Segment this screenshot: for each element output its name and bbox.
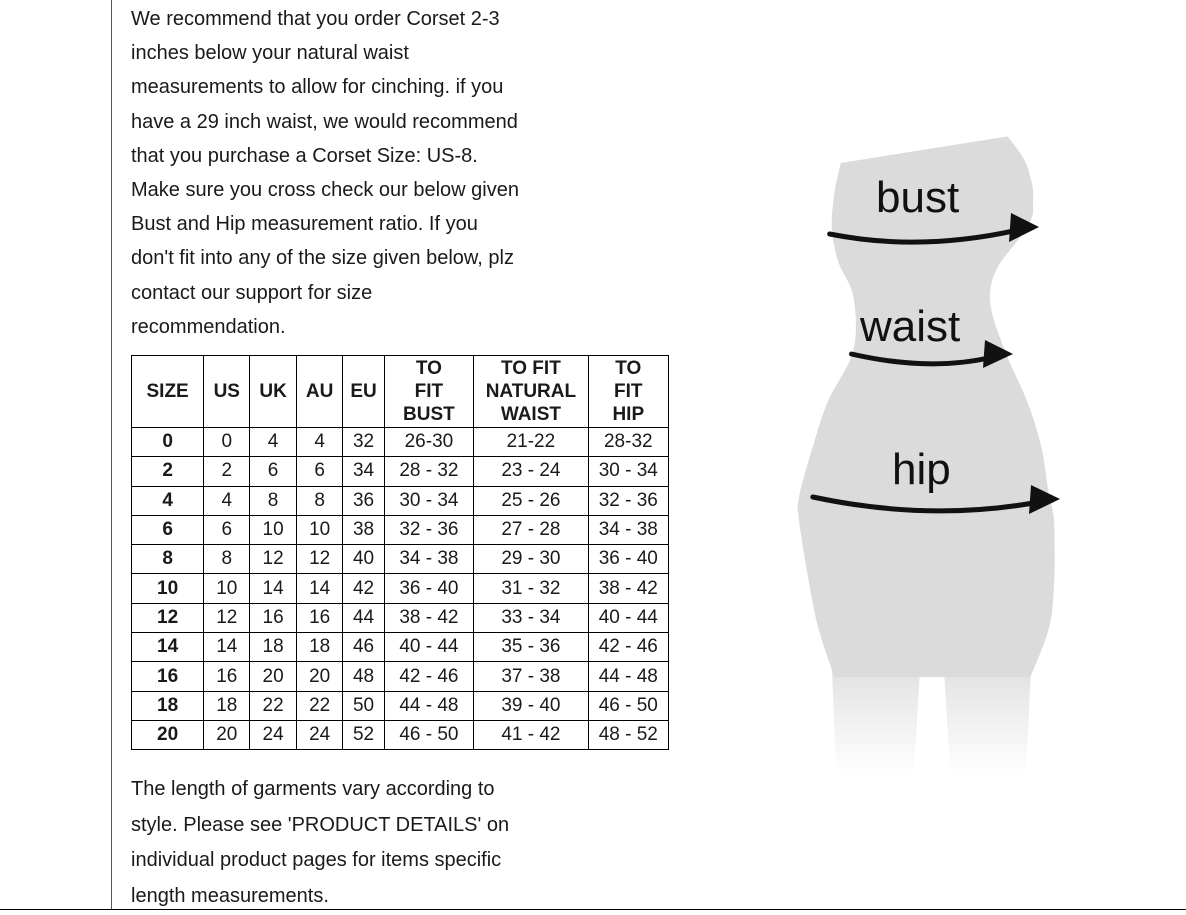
svg-text:bust: bust — [876, 173, 959, 222]
svg-text:waist: waist — [859, 302, 960, 351]
svg-text:hip: hip — [892, 445, 951, 494]
